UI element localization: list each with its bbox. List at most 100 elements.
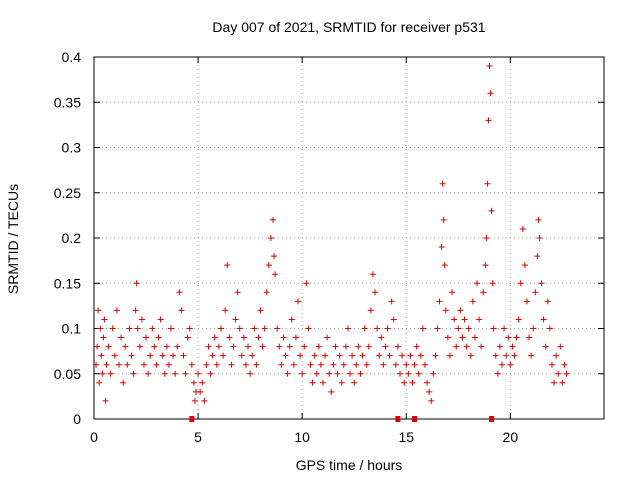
data-point — [109, 325, 116, 332]
data-point — [482, 262, 489, 269]
x-tick-label: 15 — [398, 429, 414, 445]
data-point — [432, 352, 439, 359]
data-point — [98, 352, 105, 359]
data-point — [359, 352, 366, 359]
data-point — [307, 361, 314, 368]
data-point — [540, 316, 547, 323]
data-point — [153, 361, 160, 368]
data-point — [301, 343, 308, 350]
data-point — [392, 361, 399, 368]
data-point — [240, 334, 247, 341]
data-point — [299, 370, 306, 377]
data-point — [94, 343, 101, 350]
data-point — [163, 343, 170, 350]
data-point — [478, 343, 485, 350]
data-point — [159, 352, 166, 359]
data-point — [322, 352, 329, 359]
data-point — [249, 352, 256, 359]
data-point — [113, 307, 120, 314]
data-point — [424, 379, 431, 386]
data-point — [449, 289, 456, 296]
data-point — [430, 370, 437, 377]
data-point — [483, 235, 490, 241]
data-point — [207, 370, 214, 377]
gap-marker — [395, 416, 401, 422]
data-point — [511, 352, 518, 359]
data-point — [347, 370, 354, 377]
y-tick-label: 0.1 — [62, 321, 82, 337]
data-point — [399, 352, 406, 359]
data-point — [434, 325, 441, 332]
data-point — [546, 325, 553, 332]
data-point — [97, 325, 104, 332]
data-point — [486, 63, 493, 70]
data-point — [257, 307, 264, 314]
data-point — [261, 325, 268, 332]
data-point — [199, 379, 206, 386]
data-point — [485, 117, 492, 124]
data-point — [203, 361, 210, 368]
x-tick-label: 5 — [194, 429, 202, 445]
data-point — [278, 361, 285, 368]
data-point — [255, 334, 262, 341]
data-point — [176, 289, 183, 296]
data-point — [542, 343, 549, 350]
data-point — [386, 352, 393, 359]
data-point — [197, 388, 204, 395]
data-point — [242, 361, 249, 368]
data-point — [459, 334, 466, 341]
data-point — [180, 352, 187, 359]
data-point — [145, 370, 152, 377]
data-point — [201, 397, 208, 404]
data-point — [340, 361, 347, 368]
data-point — [270, 216, 277, 223]
data-point — [95, 307, 102, 314]
y-tick-label: 0.2 — [62, 230, 82, 246]
data-point — [361, 325, 368, 332]
data-point — [138, 316, 145, 323]
data-point — [451, 316, 458, 323]
data-point — [295, 298, 301, 305]
y-tick-label: 0.35 — [54, 94, 81, 110]
data-point — [378, 334, 385, 341]
y-tick-label: 0.4 — [62, 49, 82, 65]
data-point — [380, 361, 387, 368]
data-point — [309, 379, 316, 386]
data-point — [457, 307, 464, 314]
data-point — [439, 180, 446, 187]
data-point — [419, 325, 426, 332]
data-point — [503, 352, 510, 359]
data-point — [271, 253, 278, 260]
data-point — [384, 325, 391, 332]
data-point — [369, 271, 376, 278]
data-point — [103, 361, 110, 368]
data-point — [528, 352, 535, 359]
data-point — [93, 361, 100, 368]
data-point — [440, 216, 447, 223]
data-point — [411, 361, 418, 368]
data-point — [222, 307, 229, 314]
data-point — [195, 370, 202, 377]
data-point — [536, 235, 543, 241]
data-point — [100, 334, 107, 341]
data-point — [548, 361, 555, 368]
data-point — [382, 343, 389, 350]
data-point — [297, 352, 304, 359]
data-point — [513, 334, 520, 341]
data-point — [184, 334, 191, 341]
data-point — [286, 343, 293, 350]
data-point — [238, 352, 245, 359]
data-point — [330, 361, 337, 368]
data-point — [444, 334, 451, 341]
data-point — [188, 361, 195, 368]
data-point — [96, 379, 103, 386]
y-axis: 0 0.05 0.1 0.15 0.2 0.25 0.3 0.35 0.4 — [54, 49, 604, 427]
data-point — [519, 225, 526, 232]
data-point — [403, 361, 410, 368]
data-point — [484, 180, 491, 187]
data-point — [441, 262, 448, 269]
data-point — [191, 397, 198, 404]
data-point — [526, 334, 533, 341]
data-point — [101, 316, 108, 323]
data-point — [401, 379, 408, 386]
